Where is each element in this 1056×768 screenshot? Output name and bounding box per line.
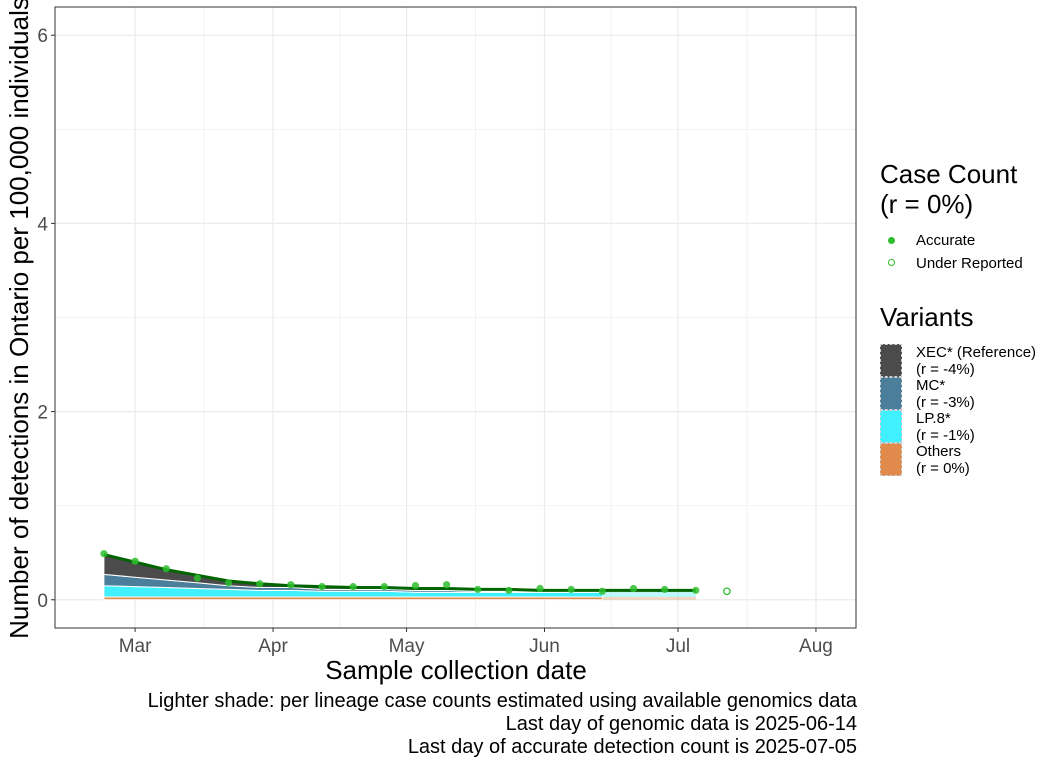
minor-gridlines [55,7,856,628]
accurate-point [131,557,139,565]
area-light-Others [602,597,696,600]
accurate-point [162,565,170,573]
lp8-swatch [880,410,902,443]
y-axis-ticks: 0 2 4 6 [37,26,55,612]
x-tick-label: Mar [119,636,152,657]
under-reported-point [723,587,731,596]
legend-label: LP.8* [916,410,951,427]
legend-label: Accurate [916,232,976,249]
variants-legend-title: Variants [880,302,974,332]
accurate-point [505,586,513,594]
others-swatch [880,443,902,476]
legend-sublabel: (r = -1%) [916,427,975,444]
accurate-point [629,584,638,593]
under-reported-circle-icon [888,259,895,266]
x-tick-label: Aug [799,636,833,657]
x-axis-ticks: Mar Apr May Jun Jul Aug [119,628,833,657]
accurate-point [100,550,108,558]
y-tick-label: 0 [37,591,48,612]
x-axis-label: Sample collection date [325,655,587,685]
legend-label: Under Reported [916,255,1023,272]
accurate-point [598,587,606,595]
mc-swatch [880,377,902,410]
accurate-point [287,581,295,589]
legend-label: Others [916,443,962,460]
case-count-legend-title: Case Count (r = 0%) [880,159,1018,219]
major-gridlines [55,7,856,628]
accurate-point [256,580,264,588]
panel-border [54,6,857,629]
caption-line-2: Last day of genomic data is 2025-06-14 [505,713,857,735]
accurate-point [380,583,388,591]
y-tick-label: 6 [37,26,48,47]
x-tick-label: Jul [666,636,690,657]
legend-sublabel: (r = 0%) [916,460,970,477]
points-group [100,550,731,596]
accurate-point [411,582,420,590]
y-tick-label: 4 [37,214,48,235]
caption-line-1: Lighter shade: per lineage case counts e… [147,690,857,712]
accurate-point [318,583,326,591]
x-tick-label: Jun [529,636,560,657]
accurate-point [224,579,233,587]
accurate-point [193,574,201,582]
case-count-fit-line [103,553,696,592]
accurate-point [474,585,482,594]
area-light-LP.8* [602,592,696,597]
y-axis-label: Number of detections in Ontario per 100,… [4,0,34,639]
x-tick-label: Apr [258,636,288,657]
accurate-point [661,585,669,594]
legend-label: MC* [916,377,946,394]
legend-label: XEC* (Reference) [916,344,1037,361]
accurate-point [443,581,451,589]
accurate-point [536,584,544,593]
legend-sublabel: (r = -3%) [916,394,975,411]
accurate-point [349,583,357,591]
accurate-point [692,586,700,594]
fit-line-group [103,553,696,592]
caption-line-3: Last day of accurate detection count is … [407,736,857,758]
legend-sublabel: (r = -4%) [916,361,975,378]
accurate-point [567,585,575,594]
variant-areas [103,553,696,601]
y-tick-label: 2 [37,403,48,424]
x-tick-label: May [389,636,425,657]
xec-swatch [880,344,902,377]
accurate-dot-icon [888,237,895,244]
